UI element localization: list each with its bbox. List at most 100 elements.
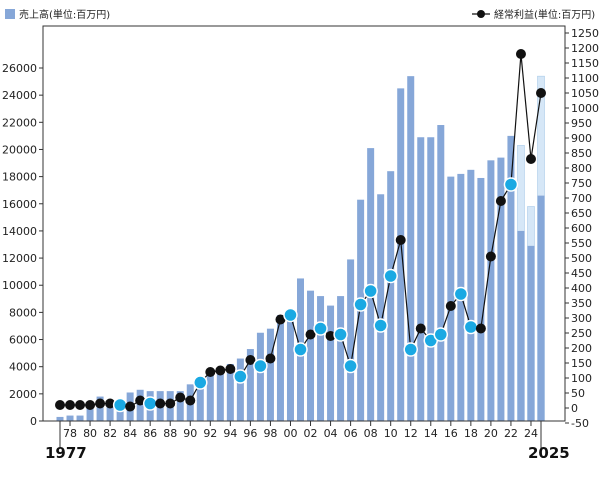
- legend-line-label: 経常利益(単位:百万円): [494, 8, 595, 21]
- sales-bar: [477, 177, 485, 421]
- sales-bar: [437, 125, 445, 422]
- x-axis-tick-label: 98: [263, 427, 277, 440]
- sales-bar: [327, 305, 335, 421]
- right-axis-tick-label: 100: [571, 372, 592, 385]
- left-axis-tick-label: 0: [30, 415, 37, 428]
- profit-point-highlight: [283, 307, 298, 323]
- right-axis-tick-label: 1050: [571, 87, 599, 100]
- x-axis-tick-label: 78: [63, 427, 77, 440]
- profit-point-highlight: [333, 327, 348, 342]
- profit-point: [135, 395, 146, 406]
- x-axis-tick-label: 84: [123, 427, 137, 440]
- x-axis-tick-label: 06: [344, 427, 358, 440]
- x-axis-tick-label: 18: [464, 427, 478, 440]
- right-axis-tick-label: 650: [571, 207, 592, 220]
- profit-point-highlight: [142, 396, 158, 411]
- sales-bar: [246, 349, 254, 421]
- profit-point: [175, 392, 186, 403]
- x-axis-tick-label: 10: [384, 427, 398, 440]
- profit-series: [55, 49, 546, 413]
- profit-point: [205, 367, 216, 377]
- sales-bar: [447, 176, 455, 421]
- right-axis-tick-label: 900: [571, 132, 592, 145]
- left-axis-tick-label: 24000: [2, 89, 37, 102]
- profit-point: [495, 196, 506, 206]
- sales-bar: [236, 358, 244, 421]
- sales-bar: [276, 315, 284, 421]
- x-axis-tick-label: 02: [304, 427, 318, 440]
- profit-point: [65, 400, 76, 410]
- left-axis-tick-label: 14000: [2, 225, 37, 238]
- sales-bar: [487, 160, 495, 422]
- sales-bar: [537, 195, 545, 421]
- profit-point-highlight: [233, 369, 248, 384]
- profit-point: [75, 400, 86, 410]
- profit-point-highlight: [503, 177, 519, 192]
- right-axis-tick-label: 550: [571, 237, 592, 250]
- profit-point-highlight: [453, 286, 469, 302]
- right-axis-tick-label: 800: [571, 162, 592, 175]
- legend: 売上高(単位:百万円) 経常利益(単位:百万円): [5, 8, 595, 21]
- x-axis-tick-label: 86: [143, 427, 157, 440]
- profit-point: [515, 49, 526, 59]
- left-axis-tick-label: 2000: [9, 388, 37, 401]
- sales-bar: [286, 309, 294, 421]
- profit-point-highlight: [353, 297, 368, 312]
- right-axis-tick-label: -50: [571, 417, 589, 430]
- left-axis-tick-label: 8000: [9, 306, 37, 319]
- x-axis-tick-label: 24: [524, 427, 538, 440]
- right-axis-tick-label: 250: [571, 327, 592, 340]
- legend-bar-swatch: [5, 9, 15, 19]
- left-axis: 0 2000 4000 6000 8000 10000 12000 14000 16000 180…: [2, 62, 43, 428]
- right-axis-tick-label: 1250: [571, 27, 599, 40]
- sales-bar: [387, 171, 395, 421]
- sales-bar: [467, 169, 475, 421]
- right-axis-tick-label: 850: [571, 147, 592, 160]
- profit-point: [475, 323, 486, 334]
- sales-bar: [397, 88, 405, 421]
- right-axis-tick-label: 700: [571, 192, 592, 205]
- right-axis-tick-label: 150: [571, 357, 592, 370]
- sales-bar: [417, 137, 425, 421]
- profit-point: [165, 398, 176, 409]
- profit-point: [325, 331, 336, 341]
- x-end-label: 2025: [528, 444, 570, 462]
- left-axis-tick-label: 26000: [2, 62, 37, 75]
- profit-point-highlight: [433, 327, 449, 342]
- profit-point: [95, 398, 106, 409]
- profit-point: [275, 314, 286, 325]
- plot-frame: [42, 25, 566, 422]
- x-axis-tick-label: 12: [404, 427, 418, 440]
- x-axis-tick-label: 16: [444, 427, 458, 440]
- sales-bar: [196, 381, 204, 421]
- profit-point-highlight: [373, 318, 388, 333]
- sales-bar: [216, 372, 224, 421]
- sales-bar: [106, 403, 114, 421]
- profit-point-highlight: [253, 358, 268, 374]
- sales-bar: [377, 194, 385, 421]
- sales-bar: [56, 416, 64, 421]
- x-axis-tick-label: 96: [243, 427, 257, 440]
- right-axis-tick-label: 1200: [571, 42, 599, 55]
- profit-point-highlight: [363, 283, 378, 299]
- profit-point: [305, 329, 316, 340]
- profit-point-highlight: [383, 268, 398, 284]
- sales-bar: [427, 137, 435, 421]
- profit-point: [55, 400, 65, 410]
- x-axis: 78 80 82 84 86 88 90 92 94 96 98 00 02 04 06 08 10 12 14 16…: [59, 421, 542, 448]
- right-axis-tick-label: 50: [571, 387, 585, 400]
- profit-point: [105, 398, 116, 409]
- right-axis-tick-label: 450: [571, 267, 592, 280]
- x-axis-tick-label: 04: [324, 427, 338, 440]
- sales-bar: [206, 374, 214, 421]
- left-axis-tick-label: 16000: [2, 198, 37, 211]
- sales-bar: [337, 296, 345, 421]
- right-axis-tick-label: 200: [571, 342, 592, 355]
- right-axis-tick-label: 350: [571, 297, 592, 310]
- profit-point-highlight: [293, 342, 308, 357]
- profit-point: [125, 401, 136, 412]
- profit-point: [445, 301, 456, 311]
- x-axis-tick-label: 88: [163, 427, 177, 440]
- sales-bar: [527, 245, 535, 421]
